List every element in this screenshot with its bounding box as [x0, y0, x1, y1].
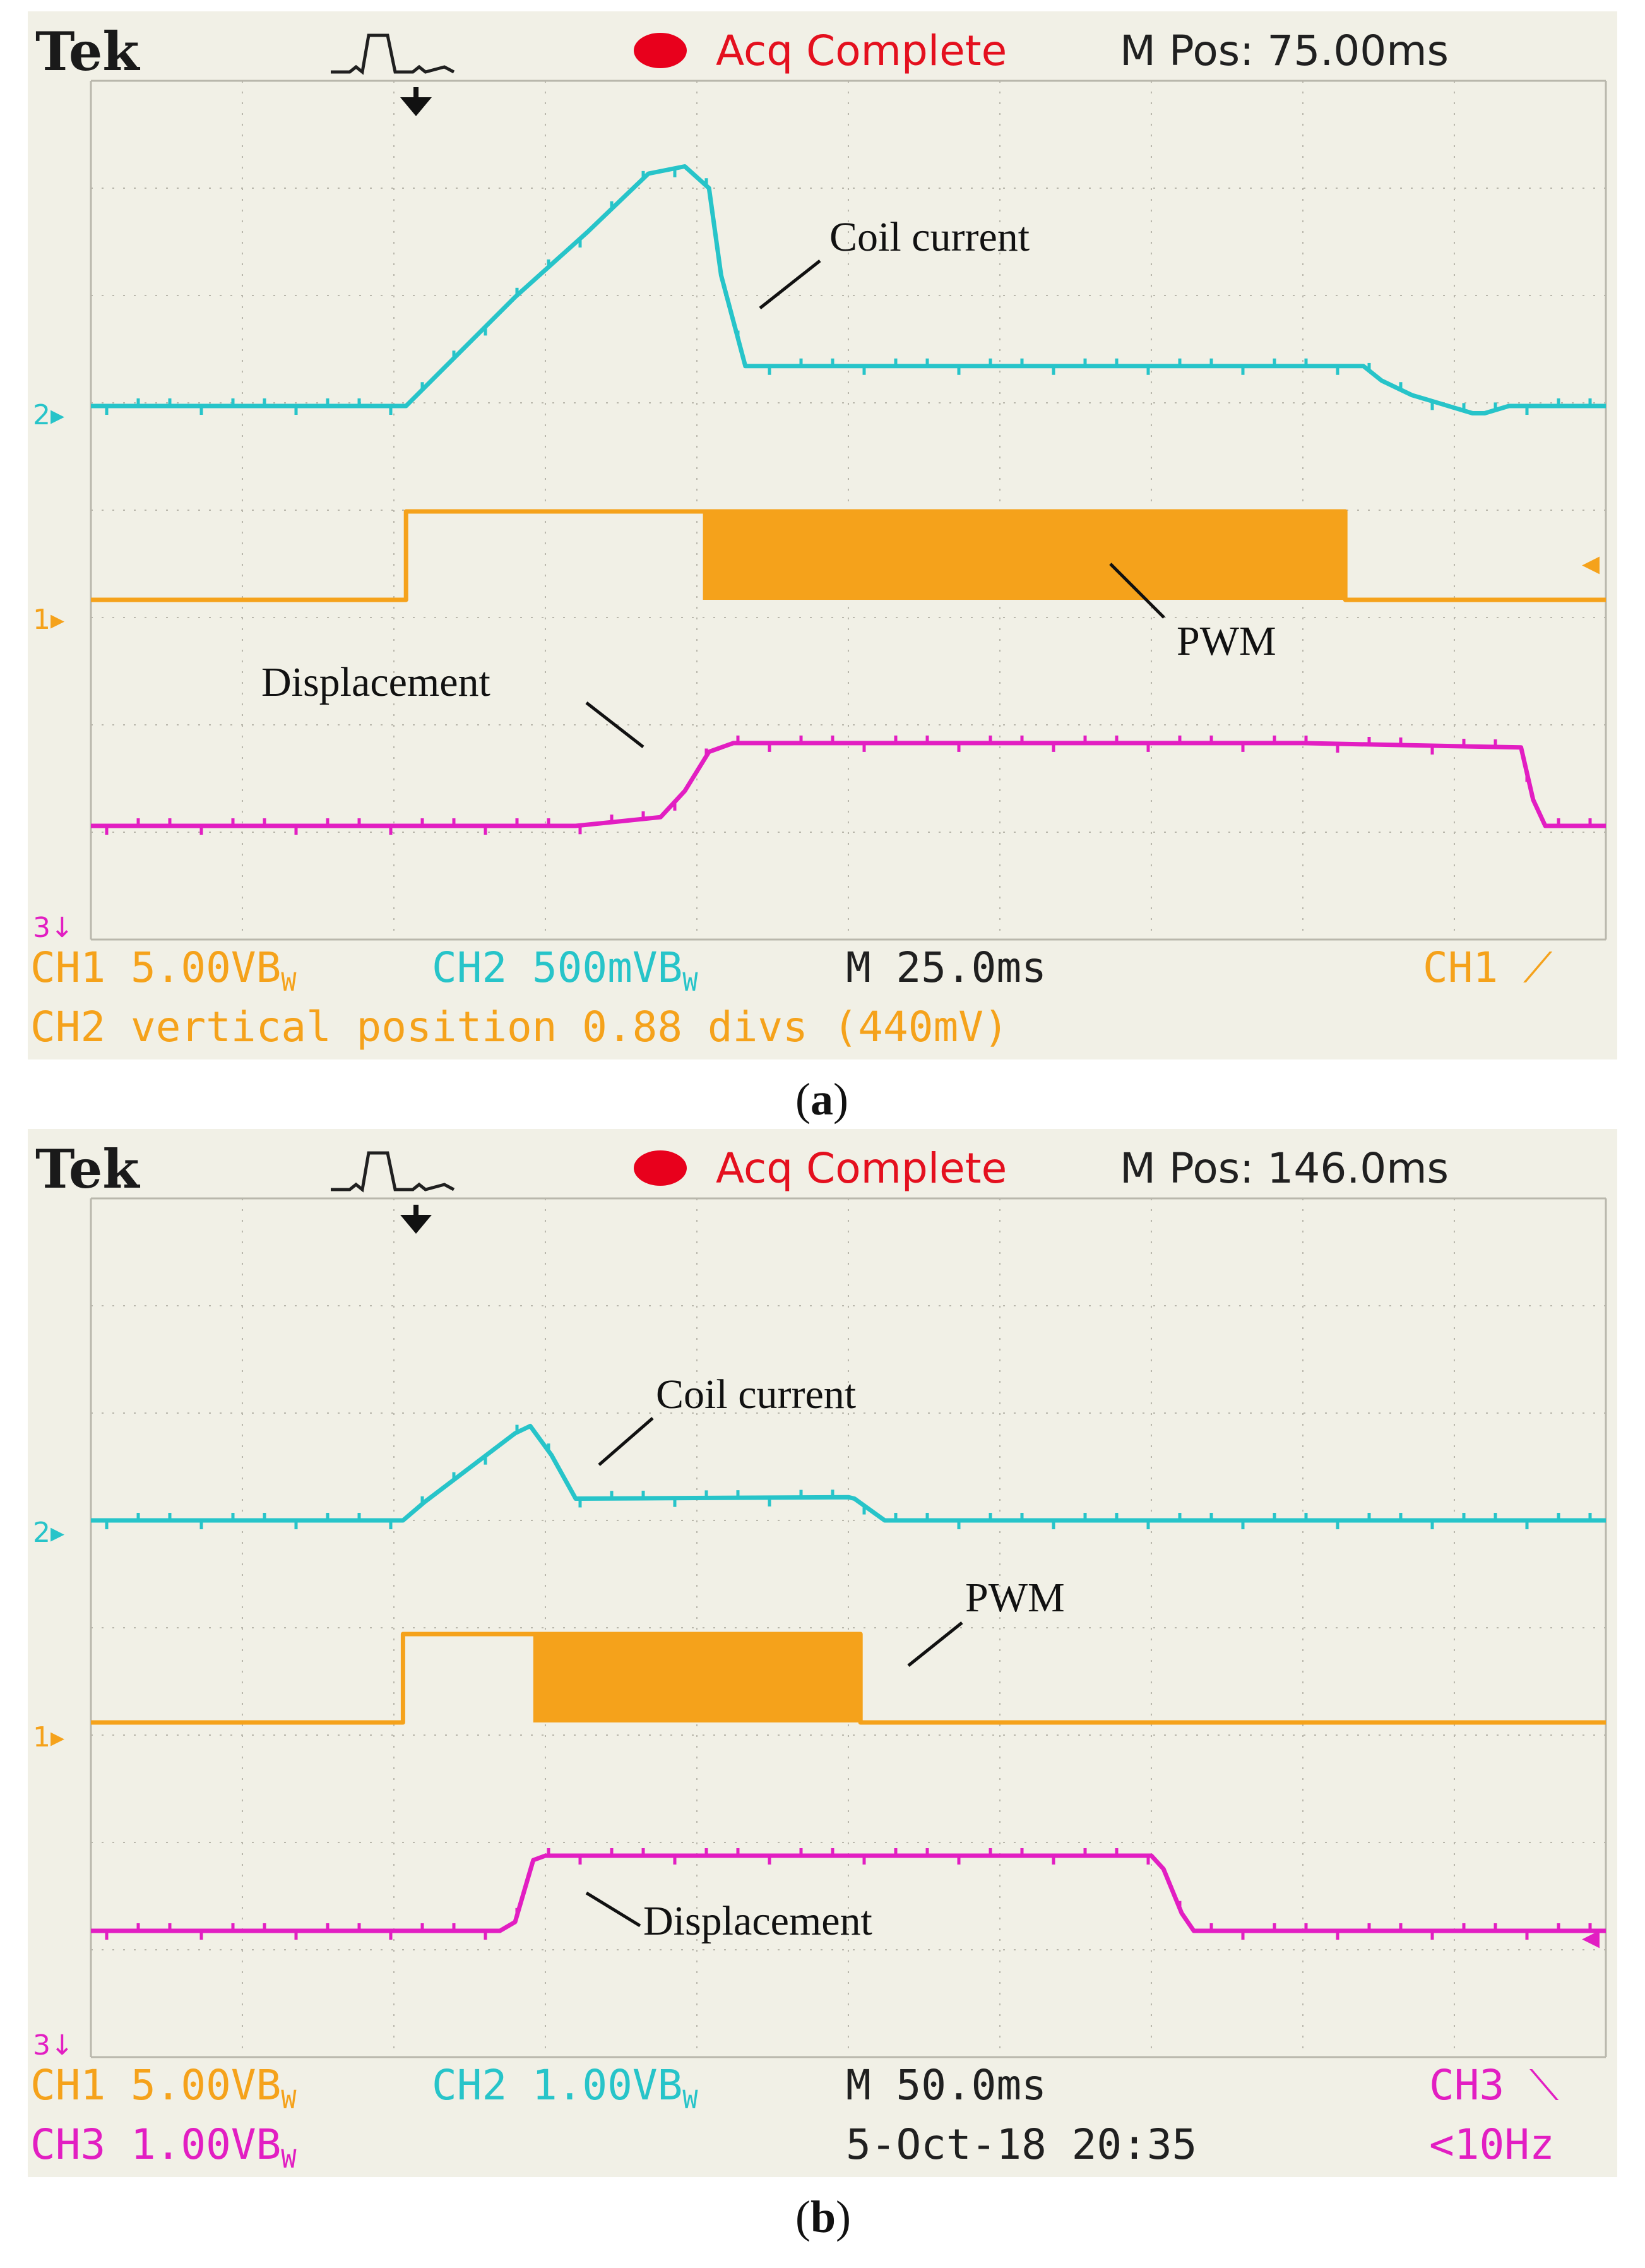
- displacement-trace: [91, 1853, 1606, 1933]
- ch1-marker: 1▸: [33, 604, 65, 636]
- pwm-trace: [91, 509, 1606, 602]
- trigger-level-marker: ◂: [1582, 542, 1600, 583]
- caption-b: (b): [795, 2192, 852, 2242]
- coil-current-label: Coil current: [829, 214, 1030, 260]
- ch2-marker: 2▸: [33, 399, 65, 431]
- brand-logo: Tek: [35, 1138, 140, 1200]
- annotation-leader-line: [1109, 563, 1165, 619]
- acq-status-dot: [634, 1150, 687, 1186]
- m-pos-readout: M Pos: 75.00ms: [1120, 27, 1449, 75]
- annotation-leader-line: [585, 701, 644, 748]
- displacement-label: Displacement: [643, 1898, 872, 1944]
- acq-status-dot: [634, 33, 687, 68]
- brand-logo: Tek: [35, 20, 140, 83]
- trigger-source: CH1 ⟋: [1423, 943, 1553, 992]
- ch1-scale: CH1 5.00VBW: [30, 2061, 297, 2115]
- coil-current-label: Coil current: [656, 1371, 857, 1418]
- coil-current-trace: [91, 1424, 1606, 1523]
- ch3-marker: 3↓: [33, 2029, 74, 2062]
- timestamp: 5-Oct-18 20:35: [846, 2120, 1197, 2169]
- pwm-pwm-band: [703, 511, 1346, 600]
- ch1-scale: CH1 5.00VBW: [30, 943, 297, 998]
- ch3-scale: CH3 1.00VBW: [30, 2120, 297, 2175]
- ch2-marker: 2▸: [33, 1517, 65, 1549]
- time-base: M 25.0ms: [846, 943, 1047, 992]
- trigger-level-marker: ◂: [1582, 1916, 1600, 1957]
- scope-screen-a: Tek Acq Complete M Pos: 75.00ms 2▸ 1▸ 3↓…: [28, 11, 1617, 1059]
- trigger-source: CH3 ⟍: [1429, 2061, 1559, 2110]
- ch2-vertical-position: CH2 vertical position 0.88 divs (440mV): [30, 1003, 1009, 1051]
- coil-current-trace: [91, 164, 1606, 415]
- ch1-marker: 1▸: [33, 1721, 65, 1753]
- caption-a: (a): [795, 1074, 848, 1125]
- time-base: M 50.0ms: [846, 2061, 1047, 2110]
- pwm-label: PWM: [965, 1575, 1065, 1621]
- annotation-leader-line: [759, 260, 821, 309]
- acq-status: Acq Complete: [716, 1144, 1007, 1193]
- ch2-scale: CH2 1.00VBW: [432, 2061, 698, 2115]
- displacement-trace: [91, 741, 1606, 828]
- m-pos-readout: M Pos: 146.0ms: [1120, 1144, 1449, 1193]
- plot-area-a: [90, 80, 1607, 941]
- graticule: [90, 1197, 1607, 2058]
- displacement-label: Displacement: [261, 659, 490, 705]
- acq-status: Acq Complete: [716, 27, 1007, 75]
- annotation-leader-line: [585, 1891, 641, 1928]
- ch3-marker: 3↓: [33, 912, 74, 944]
- pwm-trace: [91, 1632, 1606, 1725]
- plot-area-b: [90, 1197, 1607, 2058]
- annotation-leader-line: [598, 1417, 654, 1466]
- pwm-label: PWM: [1177, 618, 1276, 664]
- ch2-scale: CH2 500mVBW: [432, 943, 698, 998]
- scope-screen-b: Tek Acq Complete M Pos: 146.0ms 2▸ 1▸ 3↓…: [28, 1129, 1617, 2177]
- trigger-frequency: <10Hz: [1429, 2120, 1555, 2169]
- annotation-leader-line: [907, 1621, 963, 1667]
- pwm-pwm-band: [533, 1634, 861, 1722]
